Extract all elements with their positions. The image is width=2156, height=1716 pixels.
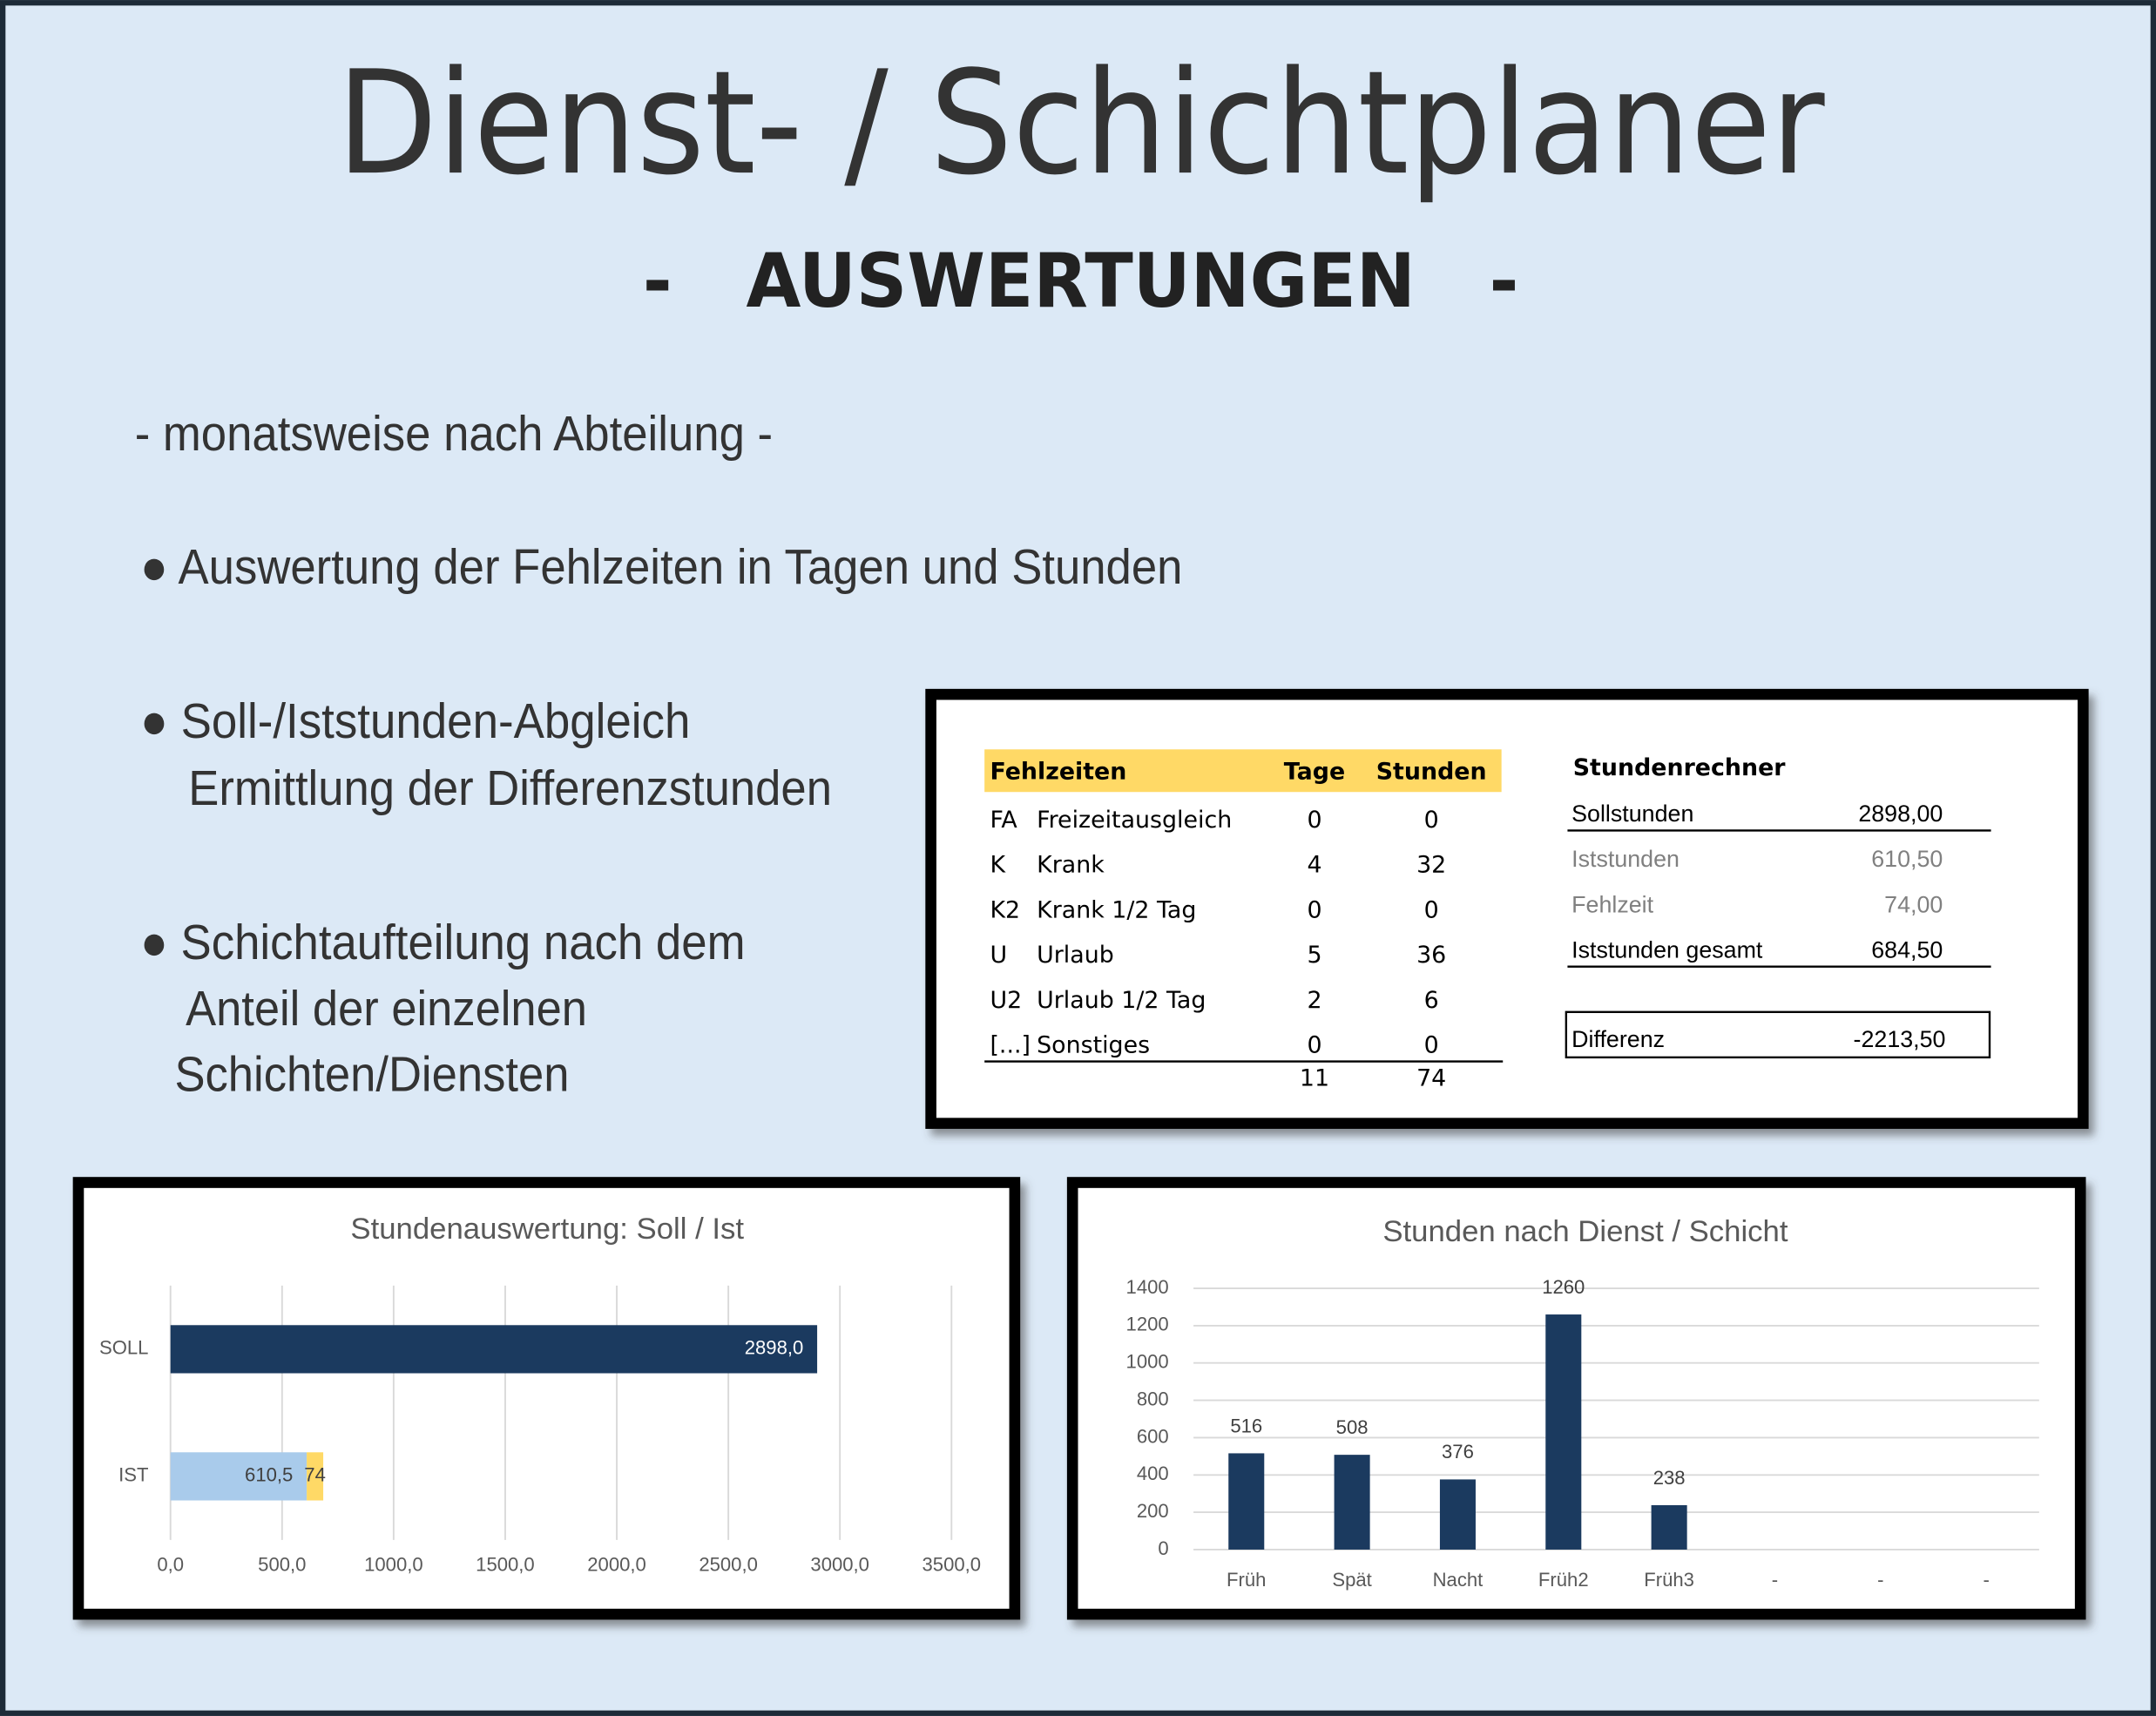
y-tick-label: 1200 [1126, 1314, 1169, 1335]
data-label: 508 [1336, 1416, 1369, 1438]
table-cell: Urlaub [1037, 942, 1114, 969]
data-label: 516 [1230, 1415, 1262, 1436]
bullet-text: Schichten/Diensten [174, 1048, 569, 1103]
intro: - monatsweise nach Abteilung - [135, 407, 773, 462]
x-tick-label: 3500,0 [923, 1554, 982, 1576]
y-tick-label: 1400 [1126, 1276, 1169, 1298]
y-tick-label: 200 [1137, 1500, 1169, 1522]
bullet-text: Ermittlung der Differenzstunden [188, 761, 832, 816]
rechner-label: Fehlzeit [1571, 891, 1653, 917]
x-tick-label: Nacht [1433, 1569, 1484, 1591]
y-tick-label: 600 [1137, 1425, 1169, 1447]
table-cell: 0 [1307, 896, 1321, 923]
difference-value: -2213,50 [1854, 1026, 1946, 1052]
table-header-bg [984, 749, 1502, 793]
rechner-label: Sollstunden [1571, 801, 1693, 827]
data-label: 376 [1442, 1441, 1474, 1463]
bar [1228, 1453, 1265, 1550]
x-tick-label: - [1877, 1569, 1883, 1591]
bar [170, 1325, 818, 1374]
chart-title: Stunden nach Dienst / Schicht [1382, 1215, 1788, 1248]
table-cell: 5 [1307, 942, 1321, 969]
x-tick-label: Früh3 [1644, 1569, 1694, 1591]
x-tick-label: 2000,0 [587, 1554, 646, 1576]
data-label: 2898,0 [745, 1337, 804, 1359]
x-tick-label: Spät [1332, 1569, 1371, 1591]
table-header: Stunden [1376, 759, 1487, 786]
title: Dienst- / Schichtplaner [337, 40, 1825, 206]
rechner-title: Stundenrechner [1573, 754, 1787, 781]
table-cell: 0 [1424, 896, 1439, 923]
data-label: 1260 [1542, 1276, 1585, 1298]
x-tick-label: 1500,0 [476, 1554, 535, 1576]
bar [1651, 1504, 1687, 1550]
rechner-value: 74,00 [1884, 891, 1943, 917]
x-tick-label: Früh [1227, 1569, 1266, 1591]
chart-panel [72, 1177, 1021, 1620]
bar [307, 1452, 324, 1501]
table-cell: Sonstiges [1037, 1032, 1150, 1059]
bullet-text: ● Soll-/Iststunden-Abgleich [140, 694, 690, 749]
rechner-label: Iststunden [1571, 846, 1680, 872]
table-header: Fehlzeiten [990, 759, 1126, 786]
rechner-value: 2898,00 [1858, 801, 1943, 827]
x-tick-label: 0,0 [157, 1554, 184, 1576]
x-tick-label: - [1772, 1569, 1778, 1591]
table-cell: Freizeitausgleich [1037, 807, 1232, 834]
table-cell: U [990, 942, 1007, 969]
bullet-text: ● Schichtaufteilung nach dem [140, 915, 746, 970]
table-cell: FA [990, 807, 1017, 834]
y-tick-label: 0 [1158, 1537, 1168, 1559]
y-tick-label: 800 [1137, 1388, 1169, 1409]
y-tick-label: 400 [1137, 1463, 1169, 1484]
y-tick-label: IST [118, 1464, 148, 1486]
table-cell: Krank 1/2 Tag [1037, 896, 1196, 923]
table-total: 11 [1300, 1065, 1329, 1092]
table-total: 74 [1416, 1065, 1446, 1092]
rechner-value: 610,50 [1871, 846, 1943, 872]
table-header: Tage [1284, 759, 1345, 786]
table-cell: [...] [990, 1032, 1031, 1059]
difference-box [1565, 1010, 1991, 1059]
bar [1439, 1479, 1476, 1550]
subtitle: - AUSWERTUNGEN - [643, 239, 1518, 325]
bullet-text: Anteil der einzelnen [186, 982, 587, 1037]
bar [1545, 1314, 1582, 1550]
table-cell: 0 [1424, 807, 1439, 834]
data-label: 238 [1653, 1467, 1686, 1489]
rechner-label: Iststunden gesamt [1571, 936, 1763, 963]
table-cell: 6 [1424, 987, 1439, 1014]
table-cell: K [990, 852, 1006, 879]
bar [170, 1452, 308, 1501]
table-cell: Urlaub 1/2 Tag [1037, 987, 1206, 1014]
table-cell: 2 [1307, 987, 1321, 1014]
x-tick-label: - [1983, 1569, 1989, 1591]
table-cell: K2 [990, 896, 1020, 923]
table-cell: U2 [990, 987, 1022, 1014]
chart-title: Stundenauswertung: Soll / Ist [350, 1213, 744, 1246]
data-label: 610,5 [245, 1464, 293, 1486]
table-cell: Krank [1037, 852, 1105, 879]
x-tick-label: Früh2 [1538, 1569, 1589, 1591]
bar [1334, 1455, 1370, 1550]
table-cell: 32 [1416, 852, 1446, 879]
y-tick-label: SOLL [99, 1337, 148, 1359]
rechner-value: 684,50 [1871, 936, 1943, 963]
table-cell: 0 [1307, 807, 1321, 834]
x-tick-label: 3000,0 [810, 1554, 869, 1576]
difference-label: Differenz [1571, 1026, 1665, 1052]
table-cell: 36 [1416, 942, 1446, 969]
x-tick-label: 1000,0 [364, 1554, 423, 1576]
table-cell: 4 [1307, 852, 1321, 879]
bullet-text: ● Auswertung der Fehlzeiten in Tagen und… [140, 540, 1182, 595]
table-cell: 0 [1307, 1032, 1321, 1059]
x-tick-label: 500,0 [258, 1554, 306, 1576]
x-tick-label: 2500,0 [699, 1554, 758, 1576]
table-cell: 0 [1424, 1032, 1439, 1059]
y-tick-label: 1000 [1126, 1351, 1169, 1373]
data-label: 74 [304, 1464, 326, 1486]
